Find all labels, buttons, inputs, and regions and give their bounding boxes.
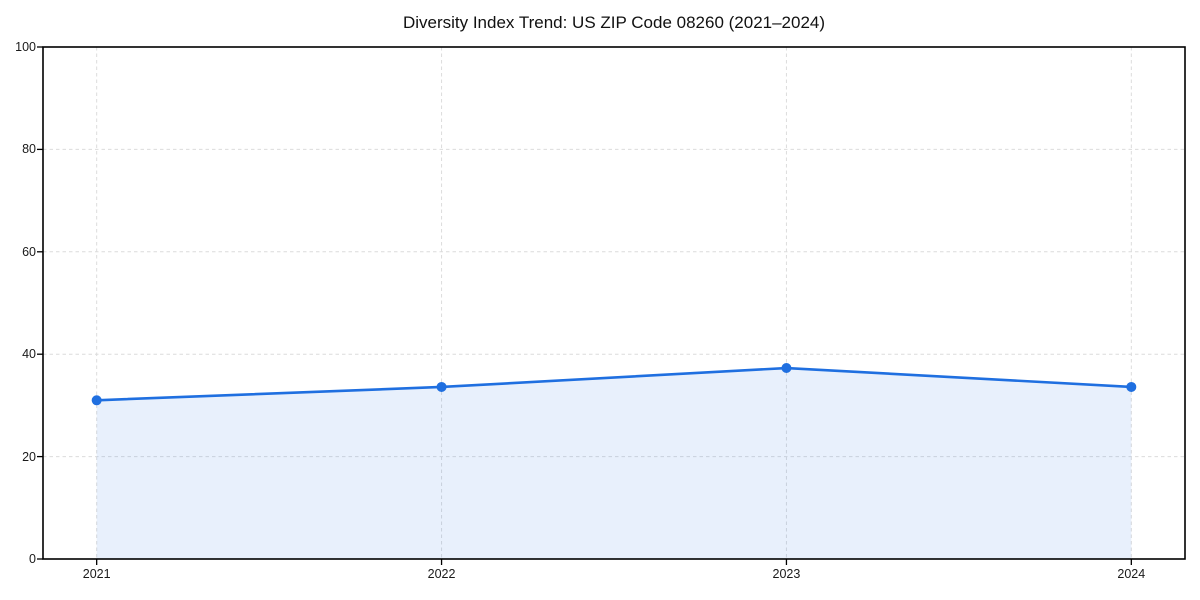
y-tick-label: 20 (22, 449, 36, 464)
x-tick-label: 2021 (82, 567, 111, 581)
y-tick-label: 80 (22, 142, 36, 157)
line-chart-plot-area (37, 46, 1186, 565)
y-tick-label: 100 (15, 40, 36, 54)
x-tick-label: 2024 (1117, 567, 1146, 581)
x-tick-label: 2022 (427, 567, 456, 581)
chart-title: Diversity Index Trend: US ZIP Code 08260… (402, 13, 826, 32)
y-tick-label: 40 (22, 347, 36, 362)
y-tick-label: 60 (22, 244, 36, 259)
x-tick-label: 2023 (772, 567, 801, 581)
y-tick-label: 0 (29, 552, 36, 566)
